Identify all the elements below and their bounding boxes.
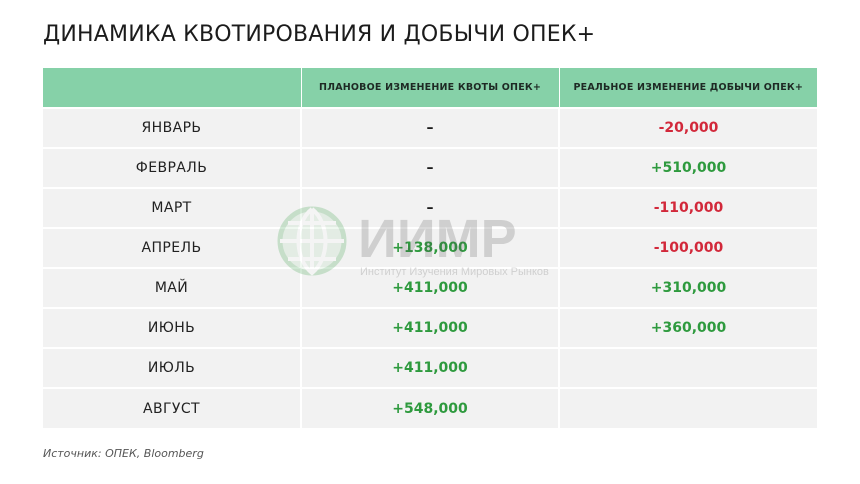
planned-quota-cell: +548,000: [300, 387, 559, 428]
planned-quota-cell: –: [300, 107, 559, 148]
actual-production-cell: -110,000: [558, 187, 817, 228]
actual-production-cell: [558, 347, 817, 388]
table-row: ФЕВРАЛЬ – +510,000: [43, 147, 817, 188]
planned-quota-cell: +411,000: [300, 347, 559, 388]
month-cell: МАЙ: [43, 267, 301, 308]
table-row: МАРТ – -110,000: [43, 187, 817, 228]
chart-title: ДИНАМИКА КВОТИРОВАНИЯ И ДОБЫЧИ ОПЕК+: [43, 22, 596, 47]
actual-production-cell: +510,000: [558, 147, 817, 188]
planned-quota-cell: +411,000: [300, 307, 559, 348]
actual-production-cell: -100,000: [558, 227, 817, 268]
actual-production-cell: +310,000: [558, 267, 817, 308]
header-month: [43, 68, 301, 108]
opec-table: ПЛАНОВОЕ ИЗМЕНЕНИЕ КВОТЫ ОПЕК+ РЕАЛЬНОЕ …: [43, 68, 817, 428]
table-row: ЯНВАРЬ – -20,000: [43, 107, 817, 148]
header-actual-production: РЕАЛЬНОЕ ИЗМЕНЕНИЕ ДОБЫЧИ ОПЕК+: [558, 68, 817, 108]
table-row: ИЮЛЬ +411,000: [43, 347, 817, 388]
month-cell: АВГУСТ: [43, 387, 301, 428]
planned-quota-cell: +411,000: [300, 267, 559, 308]
header-planned-quota: ПЛАНОВОЕ ИЗМЕНЕНИЕ КВОТЫ ОПЕК+: [300, 68, 559, 108]
month-cell: ИЮЛЬ: [43, 347, 301, 388]
table-body: ЯНВАРЬ – -20,000 ФЕВРАЛЬ – +510,000 МАРТ – -110,…: [43, 107, 817, 428]
month-cell: ИЮНЬ: [43, 307, 301, 348]
planned-quota-cell: –: [300, 147, 559, 188]
table-row: АПРЕЛЬ +138,000 -100,000: [43, 227, 817, 268]
actual-production-cell: -20,000: [558, 107, 817, 148]
month-cell: ФЕВРАЛЬ: [43, 147, 301, 188]
month-cell: АПРЕЛЬ: [43, 227, 301, 268]
actual-production-cell: [558, 387, 817, 428]
month-cell: ЯНВАРЬ: [43, 107, 301, 148]
actual-production-cell: +360,000: [558, 307, 817, 348]
table-header-row: ПЛАНОВОЕ ИЗМЕНЕНИЕ КВОТЫ ОПЕК+ РЕАЛЬНОЕ …: [43, 68, 817, 108]
table-row: ИЮНЬ +411,000 +360,000: [43, 307, 817, 348]
planned-quota-cell: –: [300, 187, 559, 228]
planned-quota-cell: +138,000: [300, 227, 559, 268]
table-row: МАЙ +411,000 +310,000: [43, 267, 817, 308]
source-note: Источник: ОПЕК, Bloomberg: [43, 447, 204, 460]
month-cell: МАРТ: [43, 187, 301, 228]
table-row: АВГУСТ +548,000: [43, 387, 817, 428]
